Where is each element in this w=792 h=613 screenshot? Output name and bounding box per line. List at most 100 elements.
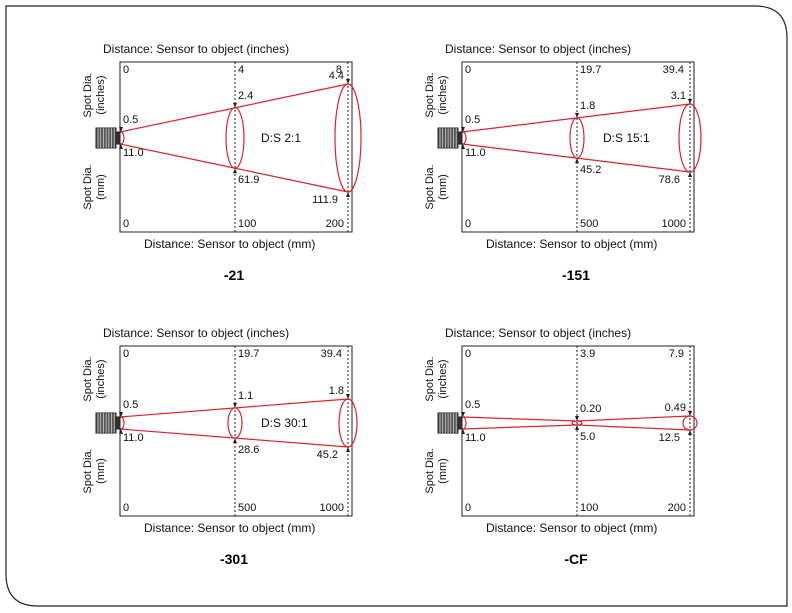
- inch-distance-label: 39.4: [662, 64, 684, 76]
- spot-top-arrow: [461, 412, 465, 417]
- inch-distance-label: 0: [123, 348, 130, 360]
- mm-distance-label: 0: [123, 218, 130, 230]
- inch-spot-label: 1.8: [328, 385, 344, 397]
- inch-spot-label: 2.4: [238, 89, 254, 102]
- sensor-icon: [95, 412, 121, 434]
- inch-distance-label: 8: [335, 64, 342, 76]
- mm-spot-label: 45.2: [580, 164, 602, 177]
- inch-distance-label: 3.9: [580, 348, 596, 360]
- inch-distance-label: 0: [123, 64, 130, 76]
- model-label: -CF: [564, 551, 588, 567]
- inch-spot-label: 1.8: [580, 99, 596, 112]
- inch-spot-label: 0.20: [580, 403, 602, 415]
- spot-bottom-arrow: [233, 168, 237, 174]
- mm-spot-label: 12.5: [658, 432, 680, 444]
- spot-bottom-arrow: [461, 144, 465, 149]
- inch-distance-label: 0: [465, 64, 472, 76]
- mm-distance-label: 1000: [319, 502, 344, 514]
- mm-distance-label: 500: [238, 502, 257, 514]
- spot-top-arrow: [688, 99, 692, 104]
- spot-dia-inches-label: Spot Dia. (inches): [424, 356, 449, 402]
- ds-ratio-label: D:S 30:1: [261, 416, 308, 430]
- beam-lower-edge: [576, 424, 691, 431]
- inch-spot-label: 0.5: [123, 399, 139, 411]
- top-axis-label: Distance: Sensor to object (inches): [103, 42, 290, 56]
- spot-bottom-arrow: [119, 144, 123, 149]
- spot-top-arrow: [346, 79, 350, 84]
- diagram-frame: [461, 345, 695, 517]
- bottom-axis-label: Distance: Sensor to object (mm): [144, 237, 316, 251]
- mm-spot-label: 61.9: [238, 174, 260, 187]
- mm-distance-label: 0: [465, 502, 472, 514]
- inch-spot-label: 0.5: [123, 114, 139, 126]
- mm-spot-label: 111.9: [312, 194, 338, 206]
- mm-spot-label: 11.0: [123, 147, 144, 159]
- top-axis-label: Distance: Sensor to object (inches): [103, 326, 290, 340]
- inch-distance-label: 19.7: [580, 64, 602, 76]
- mm-spot-label: 78.6: [658, 174, 680, 186]
- inch-spot-label: 3.1: [670, 90, 686, 102]
- model-label: -151: [561, 267, 591, 283]
- inch-distance-label: 4: [238, 64, 245, 76]
- mm-spot-label: 11.0: [465, 147, 486, 159]
- model-label: -301: [219, 551, 249, 567]
- ds-ratio-label: D:S 15:1: [603, 131, 650, 145]
- inch-spot-label: 0.49: [664, 402, 686, 414]
- mm-spot-label: 11.0: [123, 432, 144, 444]
- diagram-frame: [119, 345, 353, 517]
- inch-spot-label: 0.5: [465, 114, 481, 126]
- ds-ratio-label: D:S 2:1: [261, 131, 302, 145]
- beam-upper-edge: [576, 415, 691, 422]
- sensor-icon: [437, 412, 463, 434]
- mm-spot-label: 11.0: [465, 432, 486, 444]
- spot-top-arrow: [233, 402, 237, 408]
- inch-distance-label: 0: [465, 348, 472, 360]
- spot-bottom-arrow: [688, 172, 692, 177]
- bottom-axis-label: Distance: Sensor to object (mm): [486, 237, 658, 251]
- spot-bottom-arrow: [346, 447, 350, 452]
- beam-lower-edge: [461, 424, 578, 430]
- spot-bottom-arrow: [575, 425, 579, 430]
- inch-spot-label: 4.4: [328, 70, 344, 82]
- bottom-axis-label: Distance: Sensor to object (mm): [144, 521, 316, 535]
- mm-distance-label: 1000: [661, 218, 686, 230]
- beam-upper-edge: [461, 416, 578, 422]
- model-label: -21: [223, 267, 245, 283]
- inch-spot-label: 1.1: [238, 389, 254, 402]
- mm-distance-label: 200: [325, 218, 344, 230]
- spot-top-arrow: [575, 112, 579, 118]
- spot-top-arrow: [119, 127, 123, 132]
- spot-bottom-arrow: [575, 158, 579, 164]
- mm-distance-label: 100: [238, 218, 257, 230]
- inch-spot-label: 0.5: [465, 399, 481, 411]
- spot-top-arrow: [233, 102, 237, 108]
- spot-top-arrow: [461, 127, 465, 132]
- inch-distance-label: 19.7: [238, 348, 260, 360]
- mm-distance-label: 200: [667, 502, 686, 514]
- spot-bottom-arrow: [461, 429, 465, 434]
- mm-distance-label: 0: [123, 502, 130, 514]
- mm-spot-label: 5.0: [580, 431, 596, 443]
- spot-top-arrow: [575, 416, 579, 421]
- top-axis-label: Distance: Sensor to object (inches): [445, 42, 632, 56]
- mm-distance-label: 0: [465, 218, 472, 230]
- inch-distance-label: 7.9: [668, 348, 684, 360]
- mm-spot-label: 45.2: [316, 449, 338, 461]
- mm-spot-label: 28.6: [238, 444, 260, 457]
- top-axis-label: Distance: Sensor to object (inches): [445, 326, 632, 340]
- spot-bottom-arrow: [119, 429, 123, 434]
- spot-bottom-arrow: [233, 438, 237, 444]
- inch-distance-label: 39.4: [320, 348, 342, 360]
- sensor-icon: [95, 127, 121, 149]
- mm-distance-label: 100: [580, 502, 599, 514]
- spot-top-arrow: [119, 412, 123, 417]
- spot-bottom-arrow: [346, 192, 350, 197]
- spot-bottom-arrow: [688, 430, 692, 435]
- bottom-axis-label: Distance: Sensor to object (mm): [486, 521, 658, 535]
- spot-dia-mm-label: Spot Dia. (mm): [424, 448, 449, 494]
